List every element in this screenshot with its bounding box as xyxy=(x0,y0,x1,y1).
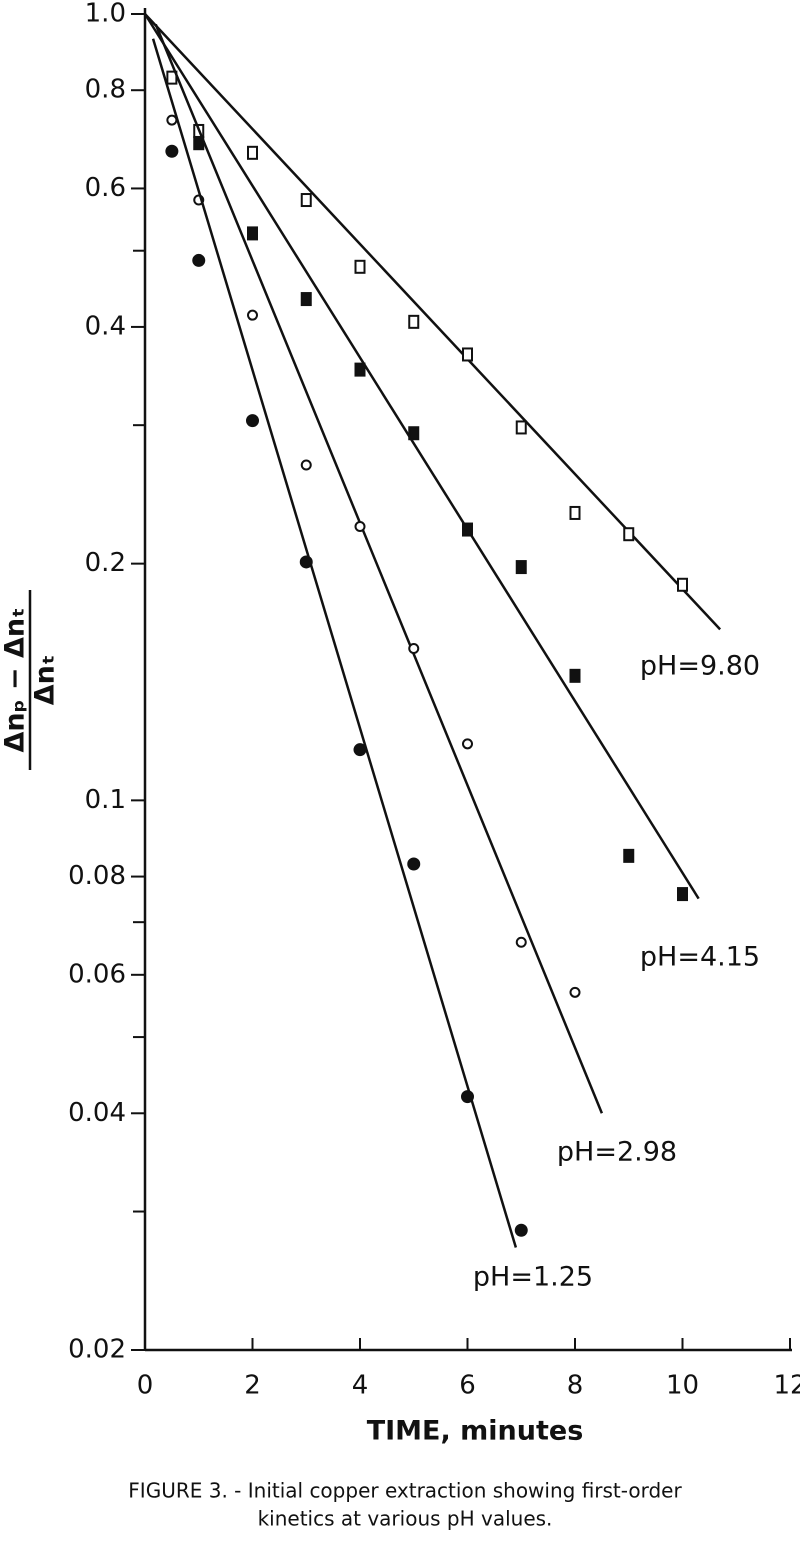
marker xyxy=(246,414,259,428)
caption: kinetics at various pH values. xyxy=(258,1507,553,1531)
marker xyxy=(623,527,635,542)
fit-line xyxy=(143,13,700,900)
y-tick-label: 0.04 xyxy=(68,1098,126,1128)
marker xyxy=(462,347,473,362)
y-tick-label: 0.2 xyxy=(85,548,126,578)
marker xyxy=(300,292,312,307)
y-tick-label: 0.08 xyxy=(68,861,126,891)
marker xyxy=(623,848,635,863)
x-tick-label: 10 xyxy=(666,1371,699,1401)
x-tick-label: 4 xyxy=(352,1371,369,1401)
series-label: pH=9.80 xyxy=(640,651,760,682)
x-tick-label: 0 xyxy=(137,1371,154,1401)
marker xyxy=(569,668,581,683)
marker xyxy=(299,555,313,569)
marker xyxy=(354,362,366,377)
marker xyxy=(166,114,178,126)
y-tick-label: 0.1 xyxy=(85,785,126,815)
y-tick-label: 0.8 xyxy=(85,75,126,105)
x-axis-title: TIME, minutes xyxy=(367,1416,584,1447)
marker xyxy=(247,226,258,241)
x-tick-label: 6 xyxy=(459,1371,476,1401)
y-axis-title-denominator: Δnₜ xyxy=(30,655,61,706)
y-tick-label: 0.06 xyxy=(68,959,126,989)
y-axis-title-numerator: Δnₚ − Δnₜ xyxy=(0,607,31,752)
marker xyxy=(247,145,258,160)
series-label: pH=4.15 xyxy=(640,942,760,973)
fit-line xyxy=(144,13,722,631)
marker xyxy=(247,309,258,321)
marker xyxy=(677,577,688,592)
x-tick-label: 12 xyxy=(773,1371,800,1401)
marker xyxy=(408,426,420,441)
marker xyxy=(354,520,366,532)
marker xyxy=(407,857,421,871)
y-tick-label: 1.0 xyxy=(85,0,126,29)
y-tick-label: 0.4 xyxy=(85,311,126,341)
y-tick-label: 0.6 xyxy=(85,173,126,203)
marker xyxy=(300,459,312,471)
y-tick-label: 0.02 xyxy=(68,1335,126,1365)
x-tick-label: 2 xyxy=(244,1371,261,1401)
marker xyxy=(165,144,179,158)
marker xyxy=(515,560,527,575)
y-axis-title: Δnₚ − Δnₜ Δnₜ xyxy=(0,590,61,770)
marker xyxy=(408,314,420,329)
series-label: pH=1.25 xyxy=(473,1262,593,1293)
marker xyxy=(569,505,581,520)
caption: FIGURE 3. - Initial copper extraction sh… xyxy=(128,1479,682,1503)
fit-line xyxy=(154,23,604,1114)
fit-line xyxy=(151,38,518,1248)
x-tick-label: 8 xyxy=(567,1371,584,1401)
marker xyxy=(462,522,473,537)
marker xyxy=(677,887,688,902)
marker xyxy=(514,1223,528,1237)
marker xyxy=(515,420,527,435)
marker xyxy=(300,193,312,208)
marker xyxy=(354,259,366,274)
marker xyxy=(569,986,581,998)
series-label: pH=2.98 xyxy=(557,1137,677,1168)
marker xyxy=(353,743,367,757)
marker xyxy=(408,642,420,654)
marker xyxy=(192,253,206,267)
marker xyxy=(515,936,527,948)
marker xyxy=(461,1090,474,1104)
marker xyxy=(462,738,473,750)
